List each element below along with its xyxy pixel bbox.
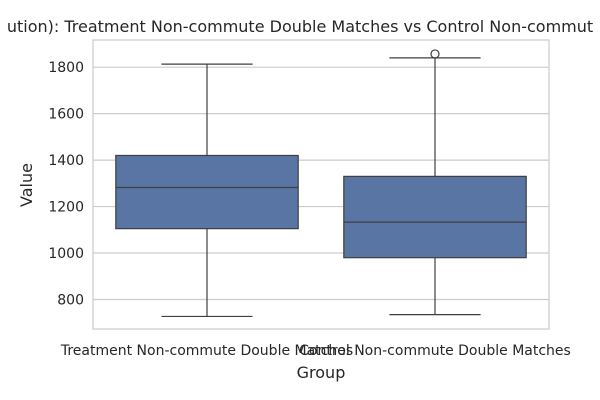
x-axis-ticks: Treatment Non-commute Double MatchesCont… [60,343,571,359]
y-tick-label: 1200 [48,200,84,216]
x-tick-label: Control Non-commute Double Matches [299,343,571,359]
box-group [115,63,299,318]
y-tick-label: 800 [57,292,84,308]
y-tick-label: 1000 [48,246,84,262]
outlier-point [430,49,440,59]
box-group [343,49,527,316]
y-axis-label: Value [17,163,36,207]
plot-area-frame [92,39,550,330]
y-tick-label: 1400 [48,153,84,169]
box-series [115,49,527,318]
iqr-box [115,154,299,230]
x-axis-label: Group [297,363,346,382]
y-tick-label: 1800 [48,60,84,76]
y-tick-label: 1600 [48,107,84,123]
y-axis-ticks: 800 1000 1200 1400 1600 1800 [48,60,84,308]
iqr-box [343,175,527,259]
x-tick-label: Treatment Non-commute Double Matches [60,343,353,359]
chart-title: ution): Treatment Non-commute Double Mat… [7,17,593,36]
